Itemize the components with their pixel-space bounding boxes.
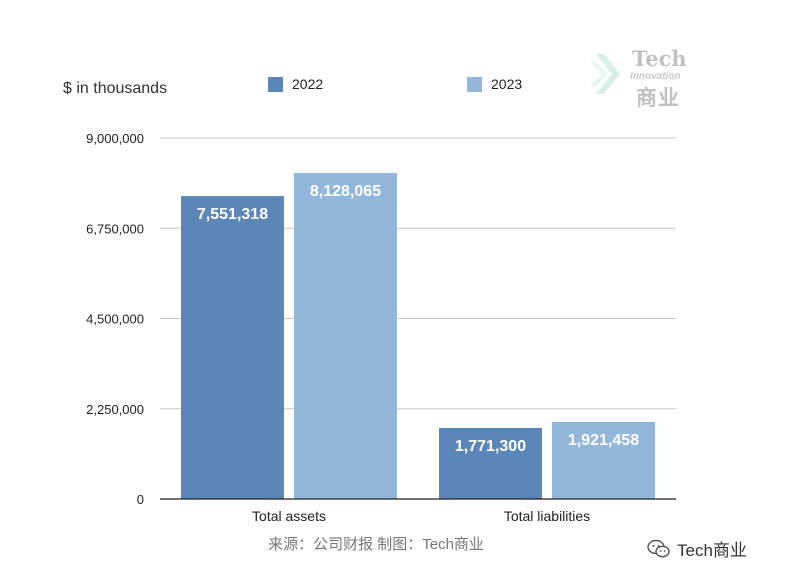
legend-label-2023: 2023 (491, 76, 523, 92)
wechat-icon (647, 539, 670, 557)
y-tick-label: 4,500,000 (86, 312, 144, 327)
data-label: 1,921,458 (568, 432, 639, 449)
wechat-account: Tech商业 (647, 536, 747, 561)
bar-2023 (294, 172, 397, 499)
bar-2023 (552, 421, 655, 499)
legend-swatch-2023 (467, 76, 482, 92)
unit-label: $ in thousands (63, 80, 168, 97)
watermark-innovation: Innovation (630, 71, 681, 82)
bar-2022 (439, 427, 542, 499)
bar-2022 (181, 196, 284, 499)
chevron-logo-icon (590, 54, 620, 94)
watermark-logo: Tech Innovation 商业 (590, 46, 700, 110)
data-label: 8,128,065 (310, 183, 381, 200)
y-tick-label: 2,250,000 (86, 402, 144, 417)
x-tick-label: Total assets (252, 508, 326, 524)
watermark-cn: 商业 (636, 87, 680, 110)
y-tick-label: 0 (137, 492, 144, 507)
legend-item-2023: 2023 (467, 76, 522, 92)
y-tick-label: 6,750,000 (86, 221, 144, 236)
data-label: 1,771,300 (455, 438, 526, 455)
watermark-tech: Tech (632, 46, 687, 71)
legend-item-2022: 2022 (268, 76, 323, 92)
y-tick-label: 9,000,000 (86, 131, 144, 146)
source-caption: 来源：公司财报 制图：Tech商业 (268, 536, 484, 553)
data-label: 7,551,318 (197, 206, 268, 223)
x-tick-label: Total liabilities (504, 508, 590, 524)
legend-label-2022: 2022 (292, 76, 324, 92)
legend-swatch-2022 (268, 76, 283, 92)
wechat-label: Tech商业 (677, 541, 747, 560)
